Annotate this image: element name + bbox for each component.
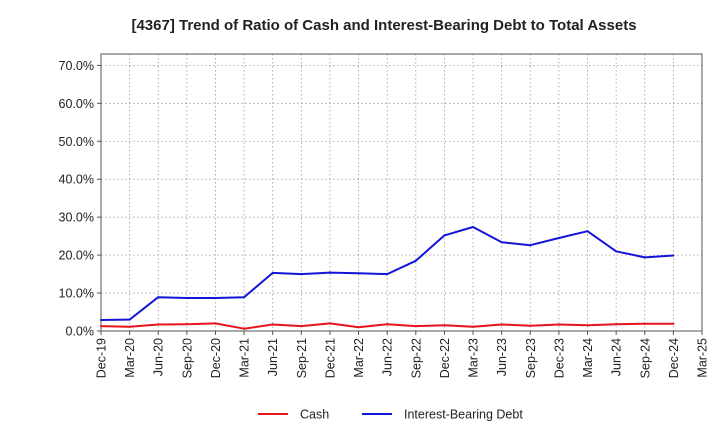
- plot-area: [100, 53, 703, 332]
- data-point: [672, 322, 675, 325]
- data-point: [386, 273, 389, 276]
- data-point: [414, 259, 417, 262]
- data-point: [185, 323, 188, 326]
- x-tick-label: Mar-25: [696, 338, 710, 378]
- data-point: [586, 324, 589, 327]
- x-tick-label: Dec-22: [438, 338, 452, 378]
- data-point: [586, 230, 589, 233]
- data-point: [615, 250, 618, 253]
- data-point: [157, 296, 160, 299]
- data-point: [386, 323, 389, 326]
- data-point: [128, 325, 131, 328]
- data-point: [100, 325, 102, 328]
- x-tick-label: Dec-20: [209, 338, 223, 378]
- x-axis: Dec-19 Mar-20 Jun-20 Sep-20 Dec-20 Mar-21 Jun-…: [95, 331, 710, 378]
- data-point: [529, 324, 532, 327]
- x-tick-label: Dec-21: [323, 338, 337, 378]
- y-tick-label: 0.0%: [66, 325, 95, 339]
- x-tick-label: Mar-23: [467, 338, 481, 378]
- x-tick-label: Jun-20: [152, 338, 166, 376]
- data-point: [643, 256, 646, 259]
- x-tick-label: Mar-21: [238, 338, 252, 378]
- x-tick-label: Dec-19: [95, 338, 109, 378]
- y-tick-label: 30.0%: [59, 211, 94, 225]
- x-tick-label: Sep-23: [524, 338, 538, 378]
- x-tick-label: Jun-23: [495, 338, 509, 376]
- data-point: [214, 296, 217, 299]
- y-tick-label: 40.0%: [59, 173, 94, 187]
- legend-label: Cash: [300, 408, 329, 422]
- x-tick-label: Sep-24: [638, 338, 652, 378]
- chart-title: [4367] Trend of Ratio of Cash and Intere…: [131, 17, 636, 34]
- x-tick-label: Mar-24: [581, 338, 595, 378]
- data-point: [472, 325, 475, 328]
- legend: Cash Interest-Bearing Debt: [258, 408, 523, 422]
- x-tick-label: Mar-22: [352, 338, 366, 378]
- x-tick-label: Jun-24: [610, 338, 624, 376]
- data-point: [672, 254, 675, 257]
- data-point: [100, 318, 102, 321]
- data-point: [157, 323, 160, 326]
- data-point: [472, 226, 475, 229]
- data-point: [300, 273, 303, 276]
- y-tick-label: 20.0%: [59, 249, 94, 263]
- x-tick-label: Jun-21: [266, 338, 280, 376]
- data-point: [500, 241, 503, 244]
- x-tick-label: Mar-20: [123, 338, 137, 378]
- y-axis: 0.0% 10.0% 20.0% 30.0% 40.0% 50.0% 60.0% 70.0%: [59, 59, 101, 339]
- data-point: [214, 322, 217, 325]
- series-layer: [100, 226, 675, 330]
- data-point: [243, 327, 246, 330]
- x-tick-label: Sep-21: [295, 338, 309, 378]
- x-tick-label: Dec-24: [667, 338, 681, 378]
- data-point: [357, 326, 360, 329]
- data-point: [643, 322, 646, 325]
- data-point: [328, 322, 331, 325]
- data-point: [443, 234, 446, 237]
- y-tick-label: 60.0%: [59, 97, 94, 111]
- y-tick-label: 10.0%: [59, 287, 94, 301]
- y-tick-label: 70.0%: [59, 59, 94, 73]
- x-tick-label: Sep-22: [409, 338, 423, 378]
- data-point: [500, 323, 503, 326]
- x-tick-label: Sep-20: [180, 338, 194, 378]
- data-point: [185, 296, 188, 299]
- x-tick-label: Dec-23: [552, 338, 566, 378]
- y-tick-label: 50.0%: [59, 135, 94, 149]
- data-point: [557, 323, 560, 326]
- data-point: [300, 325, 303, 328]
- data-point: [557, 237, 560, 240]
- legend-label: Interest-Bearing Debt: [404, 408, 523, 422]
- x-tick-label: Jun-22: [381, 338, 395, 376]
- data-point: [529, 244, 532, 247]
- data-point: [271, 271, 274, 274]
- data-point: [357, 272, 360, 275]
- data-point: [414, 325, 417, 328]
- data-point: [328, 271, 331, 274]
- data-point: [271, 323, 274, 326]
- grid: [101, 54, 702, 331]
- data-point: [615, 323, 618, 326]
- data-point: [443, 324, 446, 327]
- data-point: [243, 296, 246, 299]
- data-point: [128, 318, 131, 321]
